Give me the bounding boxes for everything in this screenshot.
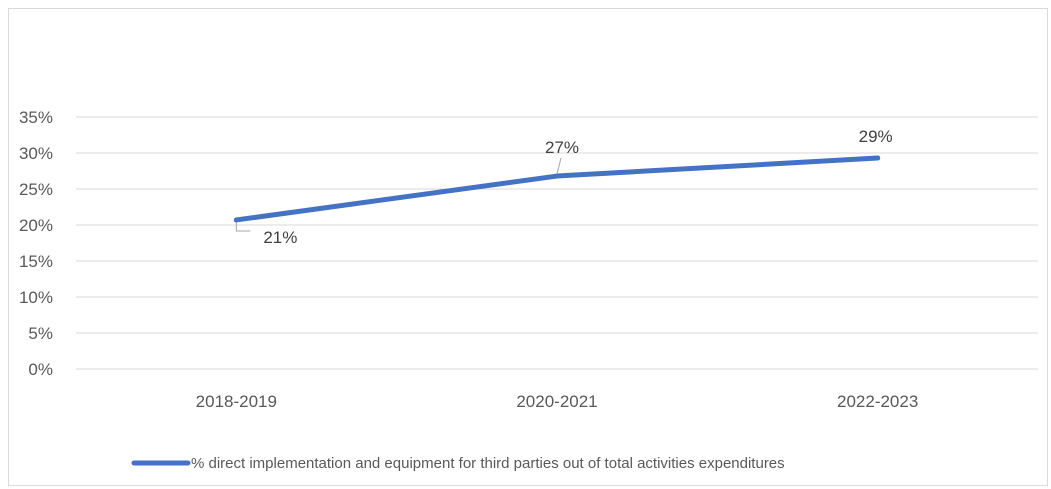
data-point: [233, 217, 239, 223]
leader-line: [556, 157, 562, 175]
y-tick-label: 10%: [19, 288, 53, 307]
leader-line: [235, 221, 251, 232]
x-tick-label: 2022-2023: [837, 392, 918, 411]
data-point: [875, 155, 881, 161]
chart-frame: [8, 8, 1048, 486]
x-tick-label: 2018-2019: [196, 392, 277, 411]
data-label: 29%: [859, 127, 893, 146]
y-tick-label: 25%: [19, 180, 53, 199]
series-lines: [233, 155, 881, 223]
y-tick-label: 35%: [19, 108, 53, 127]
x-tick-label: 2020-2021: [516, 392, 597, 411]
data-labels: 21% 27% 29%: [235, 127, 893, 247]
legend-entry: % direct implementation and equipment fo…: [191, 455, 785, 472]
legend: % direct implementation and equipment fo…: [131, 455, 785, 472]
y-axis-tick-labels: 0% 5% 10% 15% 20% 25% 30% 35%: [19, 108, 53, 379]
data-point: [554, 173, 560, 179]
y-tick-label: 20%: [19, 216, 53, 235]
y-tick-label: 15%: [19, 252, 53, 271]
data-label: 21%: [263, 228, 297, 247]
y-tick-label: 5%: [28, 324, 53, 343]
x-axis-tick-labels: 2018-2019 2020-2021 2022-2023: [196, 392, 919, 411]
y-tick-label: 30%: [19, 144, 53, 163]
y-tick-label: 0%: [28, 360, 53, 379]
data-label: 27%: [545, 138, 579, 157]
